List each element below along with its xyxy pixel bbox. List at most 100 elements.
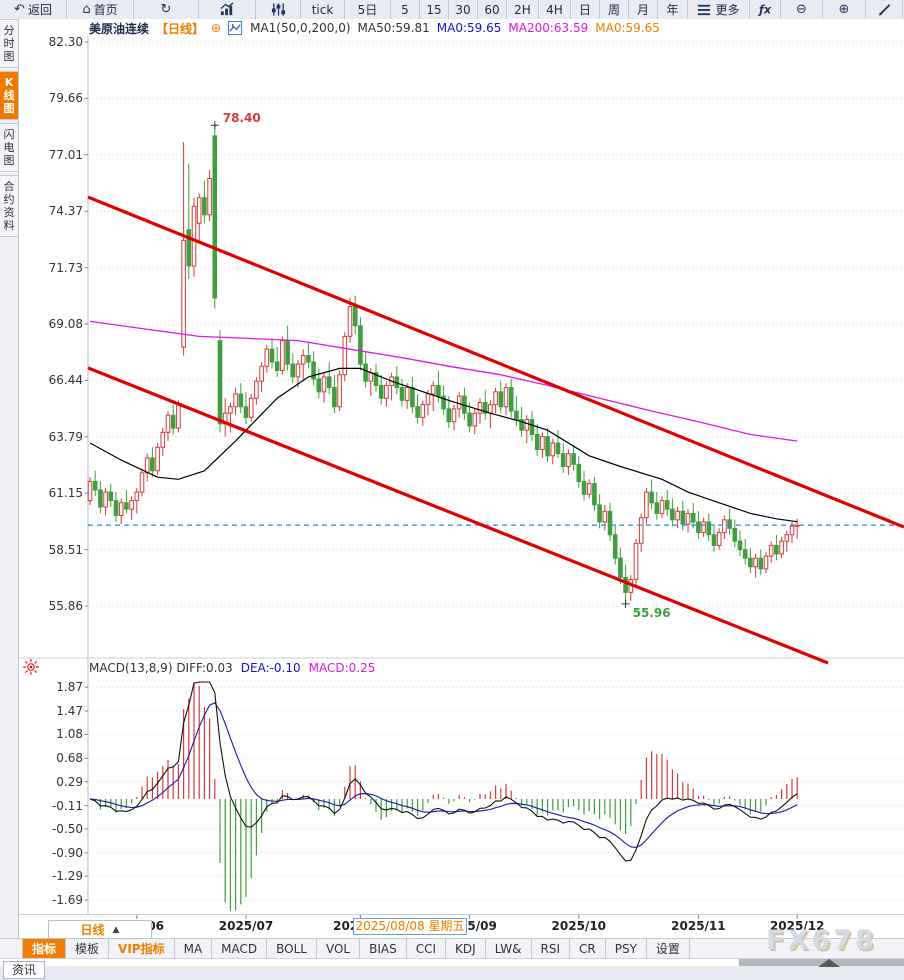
interval-60m-button-label: 60 [484, 2, 500, 17]
price-axis-label: 69.08 [48, 317, 83, 331]
price-axis-label: 58.51 [48, 542, 83, 557]
scrollbar-expand-handle[interactable] [818, 959, 840, 967]
tab-contract-info[interactable]: 合 约 资 料 [0, 175, 18, 237]
macd-axis-label: -1.29 [51, 869, 83, 884]
macd-axis-label: -0.50 [51, 821, 83, 836]
header-segment-2: ⊕ [211, 21, 222, 35]
zoom-in-button[interactable]: ⊕ [823, 0, 866, 19]
interval-2h-button[interactable]: 2H [507, 0, 539, 19]
interval-2h-button-label: 2H [514, 2, 531, 17]
bottom-strip [0, 966, 904, 980]
home-icon: ⌂ [82, 2, 91, 17]
tab-kdj[interactable]: KDJ [446, 939, 486, 958]
interval-month-button[interactable]: 月 [629, 0, 658, 19]
interval-4h-button-label: 4H [546, 2, 563, 17]
period-selector-label: 日线 [80, 923, 105, 937]
tab-macd[interactable]: MACD [212, 939, 268, 958]
tab-vol[interactable]: VOL [317, 939, 361, 958]
formula-button[interactable]: ƒx [750, 0, 781, 19]
header-segment-2: MACD:0.25 [308, 661, 376, 675]
interval-5m-button[interactable]: 5 [391, 0, 420, 19]
tab-cr[interactable]: CR [570, 939, 606, 958]
back-arrow-icon: ↶ [14, 2, 25, 17]
header-segment-8: MA0:59.65 [595, 21, 660, 35]
interval-5d-button[interactable]: 5日 [345, 0, 391, 19]
interval-4h-button[interactable]: 4H [539, 0, 571, 19]
home-button[interactable]: ⌂ 首页 [67, 0, 134, 19]
interval-day-button[interactable]: 日 [571, 0, 600, 19]
zoom-out-button[interactable]: ⊖ [781, 0, 823, 19]
interval-month-button-label: 月 [636, 3, 649, 17]
interval-year-button[interactable]: 年 [658, 0, 688, 19]
macd-axis-label: -1.69 [51, 893, 83, 908]
price-axis-label: 71.73 [48, 260, 83, 275]
chart-region[interactable]: 78.40 55.96 美原油连续 【日线】 ⊕ MA1(50,0,200,0) MA50… [19, 19, 904, 938]
price-axis-label: 79.66 [48, 91, 83, 106]
period-selector[interactable]: 日线 ▲ [48, 920, 152, 939]
price-axis-label: 55.86 [48, 599, 83, 613]
price-axis-label: 77.01 [48, 147, 83, 162]
news-tab[interactable]: 资讯 [3, 961, 45, 979]
price-chart-header: 美原油连续 【日线】 ⊕ MA1(50,0,200,0) MA50:59.81 MA0:5… [89, 20, 660, 36]
interval-week-button[interactable]: 周 [600, 0, 629, 19]
crosshair-date-tooltip: 2025/08/08 星期五 [353, 918, 467, 935]
interval-15m-button-label: 15 [426, 2, 442, 17]
fx-icon: ƒx [758, 2, 773, 17]
header-segment-1: 【日线】 [156, 21, 205, 36]
volume-sliders-icon [271, 2, 286, 17]
price-axis-label: 61.15 [48, 486, 83, 501]
price-axis-label: 66.44 [48, 373, 83, 388]
tab-template[interactable]: 模板 [66, 939, 110, 958]
more-menu-button-label: 更多 [715, 3, 740, 17]
interval-30m-button[interactable]: 30 [449, 0, 478, 19]
kline-mini-icon [228, 20, 243, 36]
horizontal-scrollbar[interactable] [0, 958, 904, 967]
interval-30m-button-label: 30 [455, 2, 471, 17]
home-button-label: 首页 [93, 3, 118, 17]
interval-15m-button[interactable]: 15 [420, 0, 449, 19]
chart-type-line-button[interactable] [199, 0, 256, 19]
chart-plot[interactable]: 78.40 55.96 [19, 19, 904, 938]
back-button[interactable]: ↶ 返回 [0, 0, 67, 19]
refresh-icon: ↻ [160, 2, 172, 17]
svg-text:55.96: 55.96 [633, 606, 671, 620]
header-segment-0: 美原油连续 [89, 21, 150, 36]
refresh-button[interactable]: ↻ [134, 0, 199, 19]
header-segment-7: MA200:63.59 [508, 21, 589, 35]
date-axis-label: 2025/10 [551, 919, 607, 933]
tab-indicator[interactable]: 指标 [22, 939, 67, 958]
tab-rsi[interactable]: RSI [532, 939, 570, 958]
hamburger-icon [697, 2, 712, 17]
tab-lw[interactable]: LW& [486, 939, 532, 958]
chart-type-volume-button[interactable] [256, 0, 301, 19]
tab-boll[interactable]: BOLL [267, 939, 317, 958]
tab-vip-indicator[interactable]: VIP指标 [109, 939, 175, 958]
interval-tick-button[interactable]: tick [301, 0, 345, 19]
macd-axis-label: 0.29 [56, 774, 83, 789]
price-axis-label: 63.79 [48, 429, 83, 444]
tab-kline-chart[interactable]: K 线 图 [0, 71, 18, 120]
interval-60m-button[interactable]: 60 [478, 0, 507, 19]
indicator-tab-bar: 指标 模板 VIP指标 MA MACD BOLL VOL BIAS CCI KDJ LW& RSI CR… [0, 938, 904, 958]
draw-tool-button[interactable] [866, 0, 903, 19]
header-segment-4: MA1(50,0,200,0) [250, 21, 351, 35]
interval-5m-button-label: 5 [401, 2, 409, 17]
tab-bias[interactable]: BIAS [360, 939, 407, 958]
macd-settings-sun-icon[interactable] [23, 659, 39, 675]
tab-time-chart[interactable]: 分 时 图 [0, 19, 18, 68]
tab-lightning-chart[interactable]: 闪 电 图 [0, 123, 18, 172]
tab-psy[interactable]: PSY [606, 939, 647, 958]
macd-axis-label: 1.47 [56, 704, 83, 719]
pencil-icon [877, 2, 892, 17]
macd-axis-label: 1.87 [56, 680, 83, 695]
interval-tick-button-label: tick [311, 2, 334, 17]
price-axis-label: 82.30 [48, 35, 83, 49]
chevron-up-icon: ▲ [112, 924, 120, 935]
macd-axis-label: 1.08 [56, 727, 83, 742]
tab-settings[interactable]: 设置 [647, 939, 690, 958]
tab-cci[interactable]: CCI [407, 939, 447, 958]
tab-ma[interactable]: MA [175, 939, 213, 958]
zoom-in-icon: ⊕ [838, 2, 850, 17]
header-segment-1: DEA:-0.10 [240, 661, 301, 675]
more-menu-button[interactable]: 更多 [688, 0, 750, 19]
